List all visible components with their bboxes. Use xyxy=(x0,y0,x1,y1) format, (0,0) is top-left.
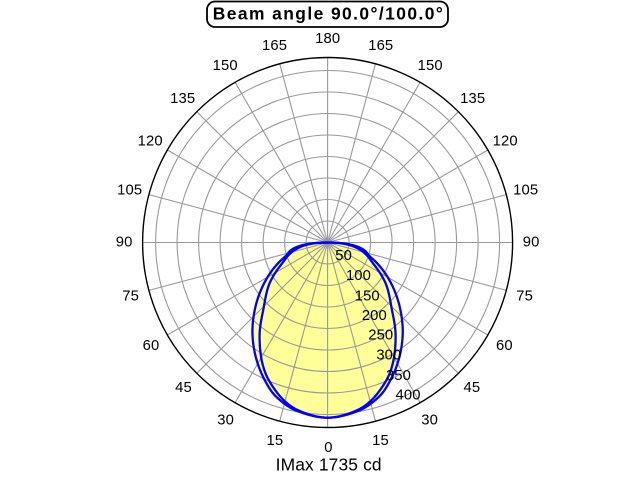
svg-text:15: 15 xyxy=(372,433,389,449)
svg-text:135: 135 xyxy=(170,91,195,107)
svg-text:400: 400 xyxy=(396,388,421,404)
svg-text:150: 150 xyxy=(355,288,380,304)
svg-text:180: 180 xyxy=(315,31,340,47)
svg-text:75: 75 xyxy=(516,289,533,305)
svg-text:100: 100 xyxy=(346,268,371,284)
svg-text:IMax 1735 cd: IMax 1735 cd xyxy=(276,454,382,474)
svg-text:350: 350 xyxy=(386,368,411,384)
svg-text:30: 30 xyxy=(217,412,234,428)
svg-text:120: 120 xyxy=(493,133,518,149)
svg-text:Beam angle 90.0°/100.0°: Beam angle 90.0°/100.0° xyxy=(213,3,443,23)
svg-text:150: 150 xyxy=(418,58,443,74)
svg-text:300: 300 xyxy=(376,348,401,364)
svg-text:90: 90 xyxy=(523,234,540,250)
svg-text:90: 90 xyxy=(116,234,133,250)
svg-text:0: 0 xyxy=(324,440,332,456)
svg-text:60: 60 xyxy=(143,338,160,354)
svg-text:105: 105 xyxy=(513,183,538,199)
svg-text:250: 250 xyxy=(368,327,393,343)
svg-text:30: 30 xyxy=(421,412,438,428)
svg-text:45: 45 xyxy=(175,380,192,396)
svg-text:60: 60 xyxy=(496,338,513,354)
svg-text:135: 135 xyxy=(460,91,485,107)
svg-text:105: 105 xyxy=(117,183,142,199)
svg-text:120: 120 xyxy=(138,133,163,149)
svg-text:75: 75 xyxy=(122,289,139,305)
svg-text:45: 45 xyxy=(464,380,481,396)
svg-text:165: 165 xyxy=(262,38,287,54)
svg-text:200: 200 xyxy=(362,308,387,324)
svg-text:50: 50 xyxy=(335,248,352,264)
svg-text:150: 150 xyxy=(213,58,238,74)
svg-text:15: 15 xyxy=(267,433,284,449)
svg-text:165: 165 xyxy=(368,38,393,54)
